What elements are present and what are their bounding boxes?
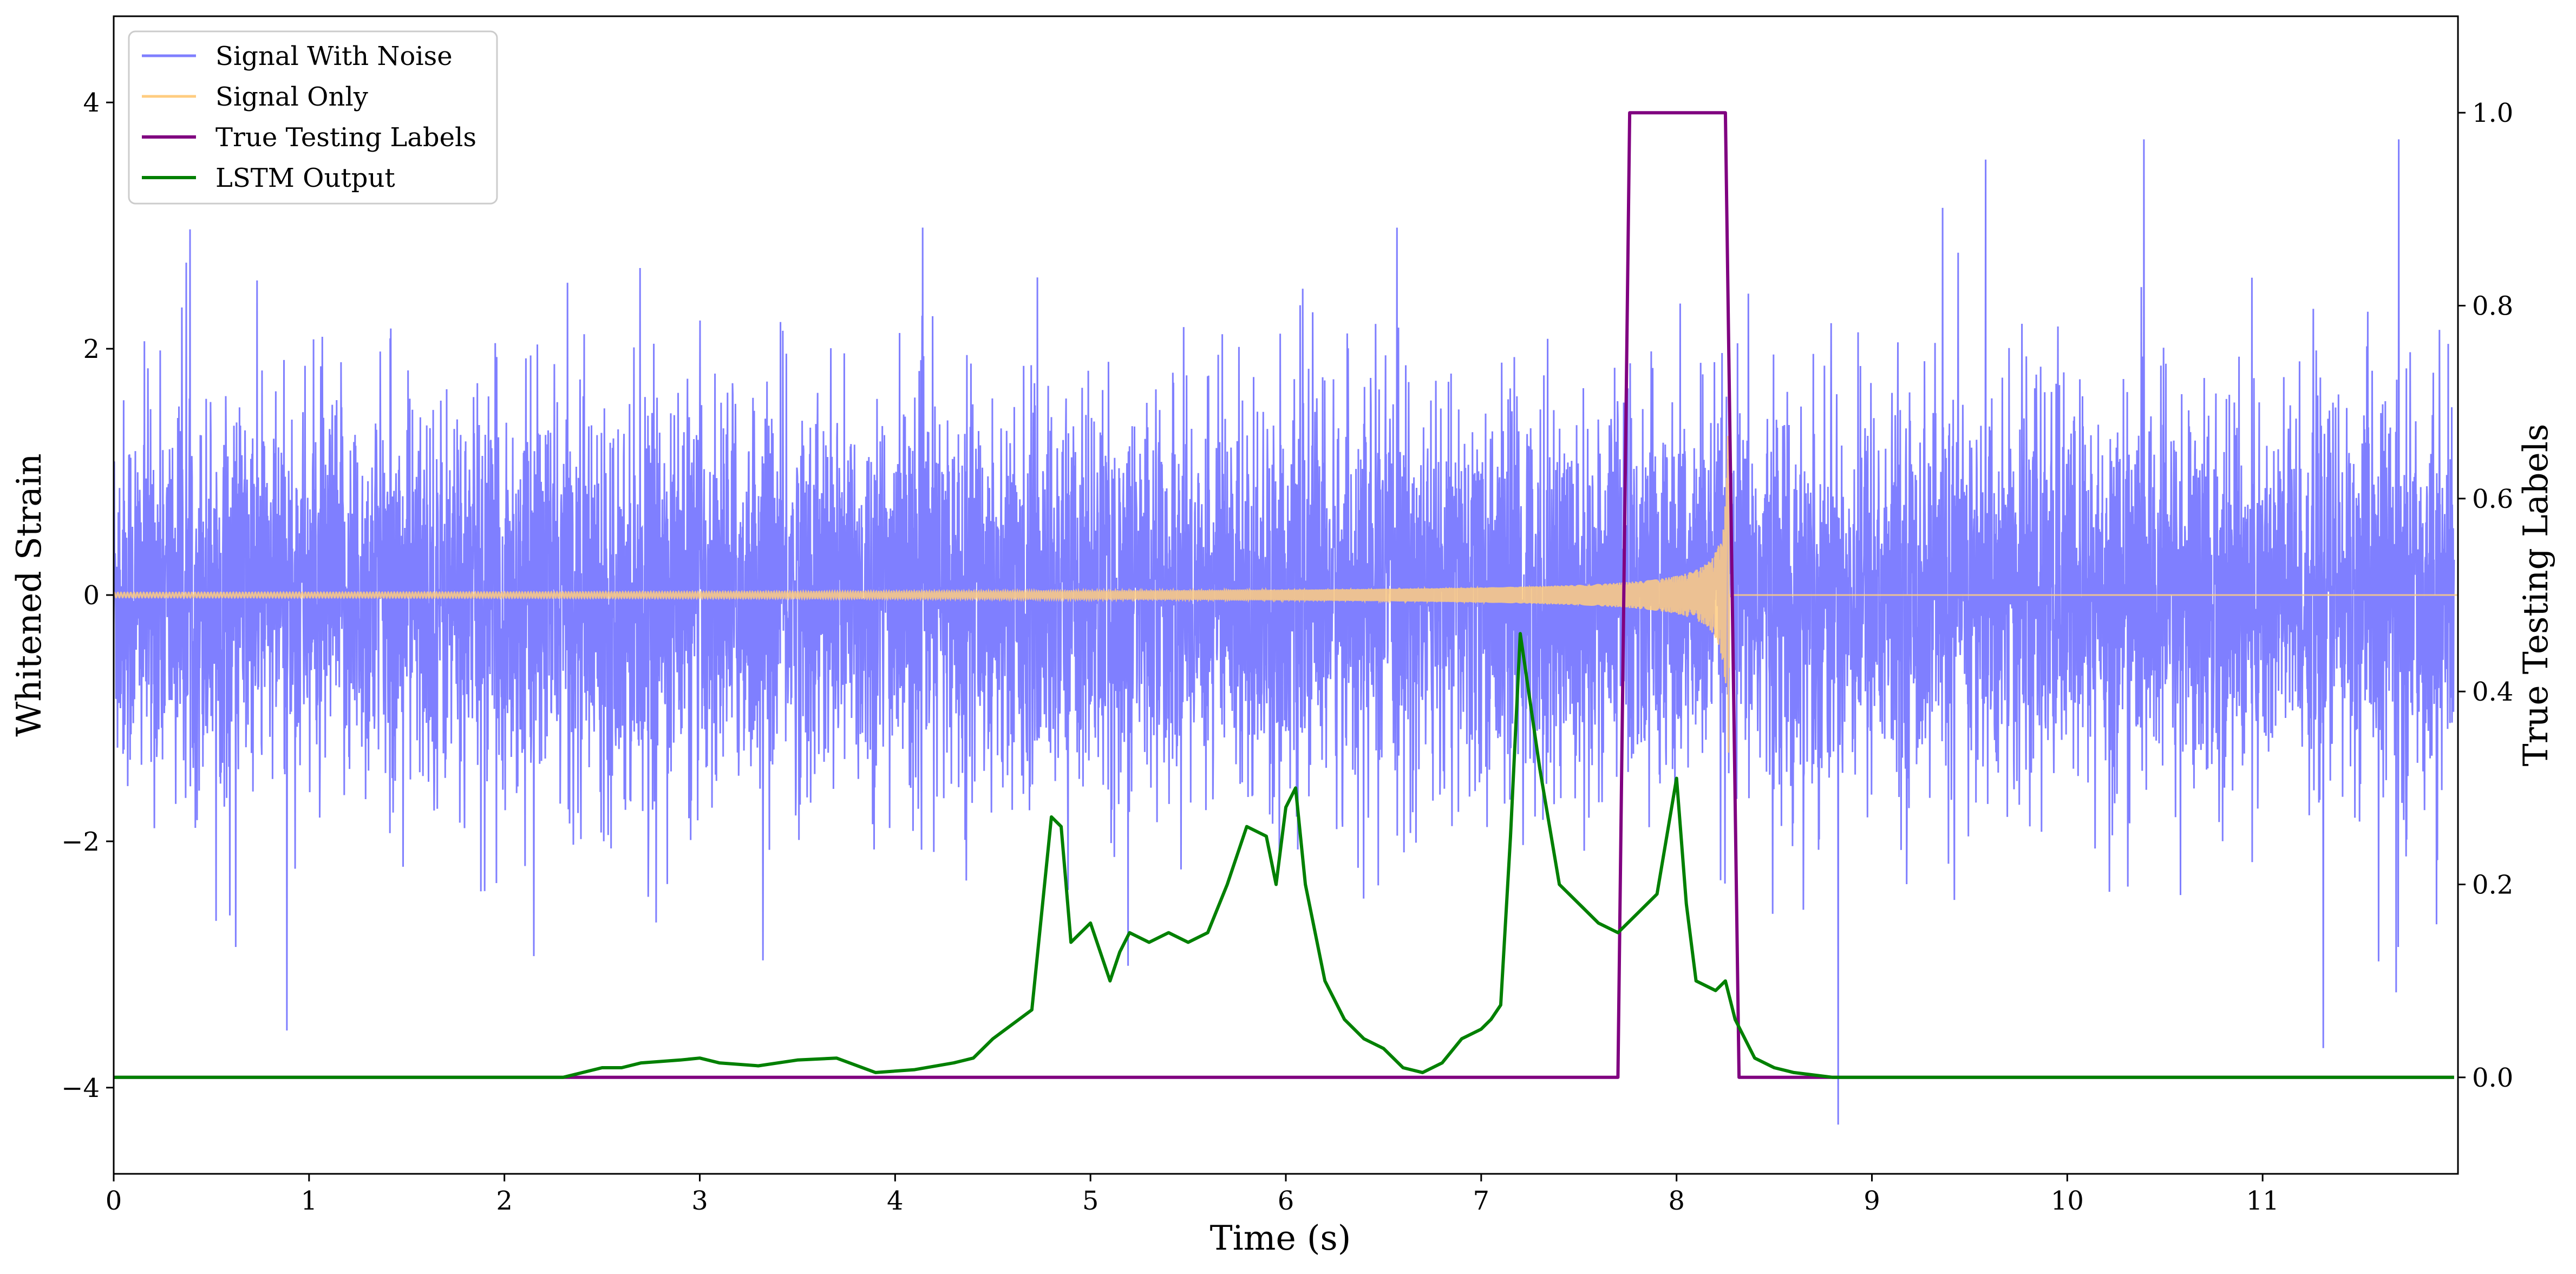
y-tick-label: 2 <box>83 334 100 364</box>
x-tick-label: 1 <box>301 1186 318 1216</box>
y-axis-label: Whitened Strain <box>9 453 49 736</box>
x-tick-label: 3 <box>691 1186 708 1216</box>
x-tick-label: 11 <box>2246 1186 2279 1216</box>
y2-tick-label: 0.2 <box>2472 870 2513 900</box>
y-tick-label: −2 <box>61 827 100 857</box>
y-tick-label: 4 <box>83 88 100 118</box>
x-tick-label: 8 <box>1668 1186 1685 1216</box>
legend-box <box>128 30 498 205</box>
y-tick-label: 0 <box>83 580 100 611</box>
legend-label-signal-with-noise: Signal With Noise <box>215 41 453 71</box>
series-signal-with-noise <box>114 139 2455 1125</box>
x-tick-label: 6 <box>1278 1186 1294 1216</box>
legend: Signal With Noise Signal Only True Testi… <box>128 30 498 205</box>
series-lstm-output <box>114 632 2454 1079</box>
x-tick-label: 10 <box>2051 1186 2084 1216</box>
x-tick-label: 5 <box>1082 1186 1099 1216</box>
x-axis-label: Time (s) <box>1210 1218 1351 1258</box>
y2-tick-label: 1.0 <box>2472 98 2513 128</box>
x-tick-label: 2 <box>496 1186 513 1216</box>
y-tick-label: −4 <box>61 1073 100 1103</box>
plot-area <box>114 111 2458 1125</box>
y2-tick-label: 0.4 <box>2472 677 2513 707</box>
series-signal-only <box>114 436 2458 753</box>
x-tick-label: 7 <box>1473 1186 1490 1216</box>
y2-tick-label: 0.0 <box>2472 1063 2513 1093</box>
legend-label-signal-only: Signal Only <box>215 82 368 112</box>
x-tick-label: 9 <box>1864 1186 1880 1216</box>
legend-label-lstm-output: LSTM Output <box>215 163 395 193</box>
x-tick-label: 4 <box>887 1186 904 1216</box>
y2-axis-label: True Testing Labels <box>2516 424 2555 767</box>
legend-label-true-testing-labels: True Testing Labels <box>215 122 476 153</box>
x-tick-label: 0 <box>106 1186 122 1216</box>
y2-tick-label: 0.8 <box>2472 291 2513 322</box>
y2-tick-label: 0.6 <box>2472 484 2513 514</box>
